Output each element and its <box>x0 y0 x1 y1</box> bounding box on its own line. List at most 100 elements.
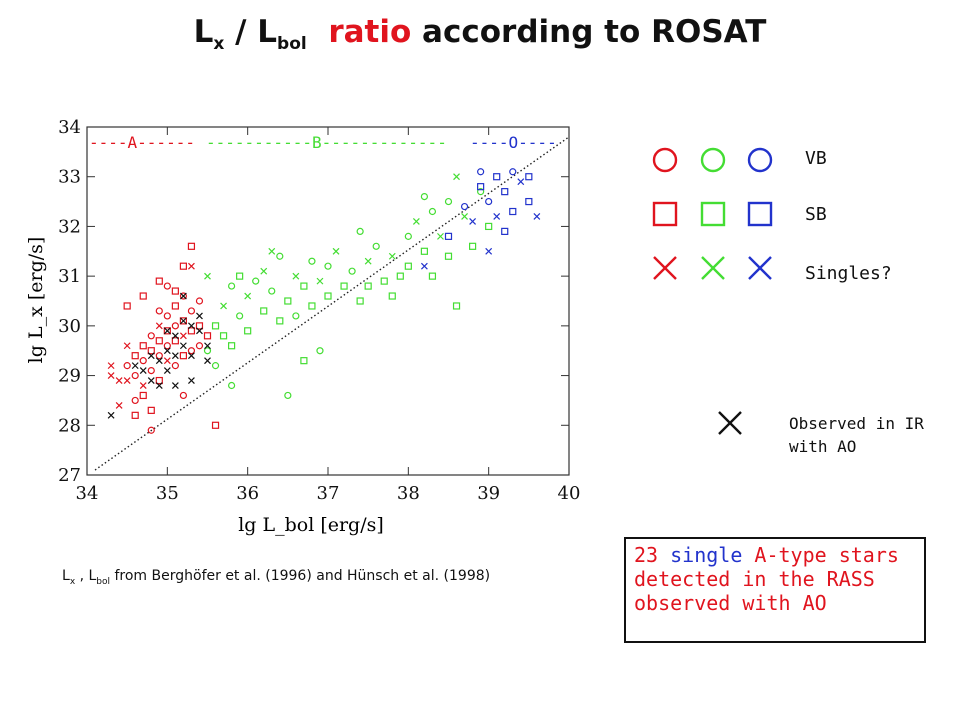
data-point <box>316 347 324 355</box>
data-point <box>460 202 469 211</box>
y-tick-label: 33 <box>58 167 81 188</box>
y-axis-label: lg L_x [erg/s] <box>25 237 47 364</box>
data-point <box>324 262 332 270</box>
data-point <box>188 262 195 270</box>
data-point <box>420 193 428 201</box>
data-point <box>485 247 493 255</box>
data-point <box>308 302 316 310</box>
data-point <box>179 332 187 340</box>
data-point <box>428 272 437 280</box>
data-point <box>131 362 139 370</box>
data-point <box>123 302 131 310</box>
data-point <box>171 322 179 330</box>
ao-legend-label: Observed in IR with AO <box>789 414 924 456</box>
data-point <box>179 342 187 350</box>
data-point <box>268 287 276 295</box>
data-point <box>196 312 203 320</box>
data-point <box>179 317 187 325</box>
data-point <box>509 207 517 216</box>
data-point <box>163 327 171 335</box>
data-point <box>444 252 453 260</box>
data-point <box>219 332 228 340</box>
data-point <box>404 232 412 240</box>
data-point <box>179 391 187 400</box>
data-point <box>260 267 268 275</box>
x-tick-label: 39 <box>477 483 500 504</box>
x-tick-label: 40 <box>558 483 581 504</box>
data-point <box>155 307 163 315</box>
data-point <box>324 292 332 300</box>
data-point <box>348 267 356 275</box>
data-point <box>501 227 509 235</box>
data-point <box>316 277 324 285</box>
legend-marker <box>747 147 773 173</box>
data-point <box>364 257 372 265</box>
data-point <box>179 292 187 300</box>
y-tick-label: 34 <box>58 117 81 138</box>
slide-title: Lx / Lbol ratio according to ROSAT <box>193 14 767 54</box>
data-point <box>179 317 187 325</box>
data-point <box>107 372 115 379</box>
data-point <box>187 347 196 355</box>
legend-label-sb: SB <box>805 204 827 225</box>
data-point <box>171 362 179 370</box>
data-point <box>284 391 292 400</box>
y-tick-label: 30 <box>58 316 81 337</box>
data-point <box>139 382 147 389</box>
data-point <box>268 247 276 255</box>
data-point <box>428 207 437 216</box>
data-point <box>123 342 131 350</box>
summary-box: 23 single A-type stars detected in the R… <box>624 537 926 643</box>
data-point <box>187 242 196 250</box>
legend-marker <box>652 147 678 173</box>
data-point <box>228 282 236 290</box>
data-point <box>236 312 244 320</box>
reference-line <box>94 136 570 471</box>
data-point <box>452 302 461 310</box>
data-point <box>388 252 396 260</box>
data-point <box>155 382 163 389</box>
data-point <box>171 332 179 340</box>
legend-marker <box>701 256 725 280</box>
data-point <box>123 377 131 384</box>
data-point <box>260 307 268 315</box>
data-point <box>404 262 412 270</box>
data-point <box>188 352 195 360</box>
data-point <box>276 252 284 260</box>
data-point <box>107 362 115 370</box>
data-point <box>147 347 155 355</box>
legend-marker-ao <box>718 411 742 435</box>
data-point <box>155 357 163 365</box>
data-point <box>187 307 196 315</box>
data-point <box>139 391 147 400</box>
legend-marker <box>748 256 772 280</box>
data-point <box>444 197 453 206</box>
data-point <box>195 297 204 305</box>
data-point <box>147 352 155 360</box>
x-tick-label: 38 <box>397 483 420 504</box>
data-point <box>211 362 220 370</box>
data-point <box>187 327 196 335</box>
top-label: ----A------ <box>89 133 195 152</box>
data-point <box>155 322 163 330</box>
data-point <box>517 178 525 186</box>
data-point <box>525 197 533 206</box>
data-point <box>163 367 171 375</box>
data-point <box>380 277 388 285</box>
data-point <box>195 322 204 330</box>
data-point <box>179 352 187 360</box>
data-point <box>477 188 485 196</box>
data-point <box>147 367 155 375</box>
data-point <box>372 242 380 250</box>
data-point <box>139 357 147 365</box>
x-tick-label: 37 <box>317 483 340 504</box>
top-label: ----O---- <box>470 133 557 152</box>
top-label: -----------B------------- <box>206 133 447 152</box>
data-point <box>300 357 308 365</box>
data-point <box>356 297 364 305</box>
data-point <box>292 312 300 320</box>
data-point <box>147 426 155 434</box>
data-point <box>188 322 195 330</box>
source-note: Lx , Lbol from Berghöfer et al. (1996) a… <box>62 568 491 587</box>
y-tick-label: 31 <box>58 266 81 287</box>
